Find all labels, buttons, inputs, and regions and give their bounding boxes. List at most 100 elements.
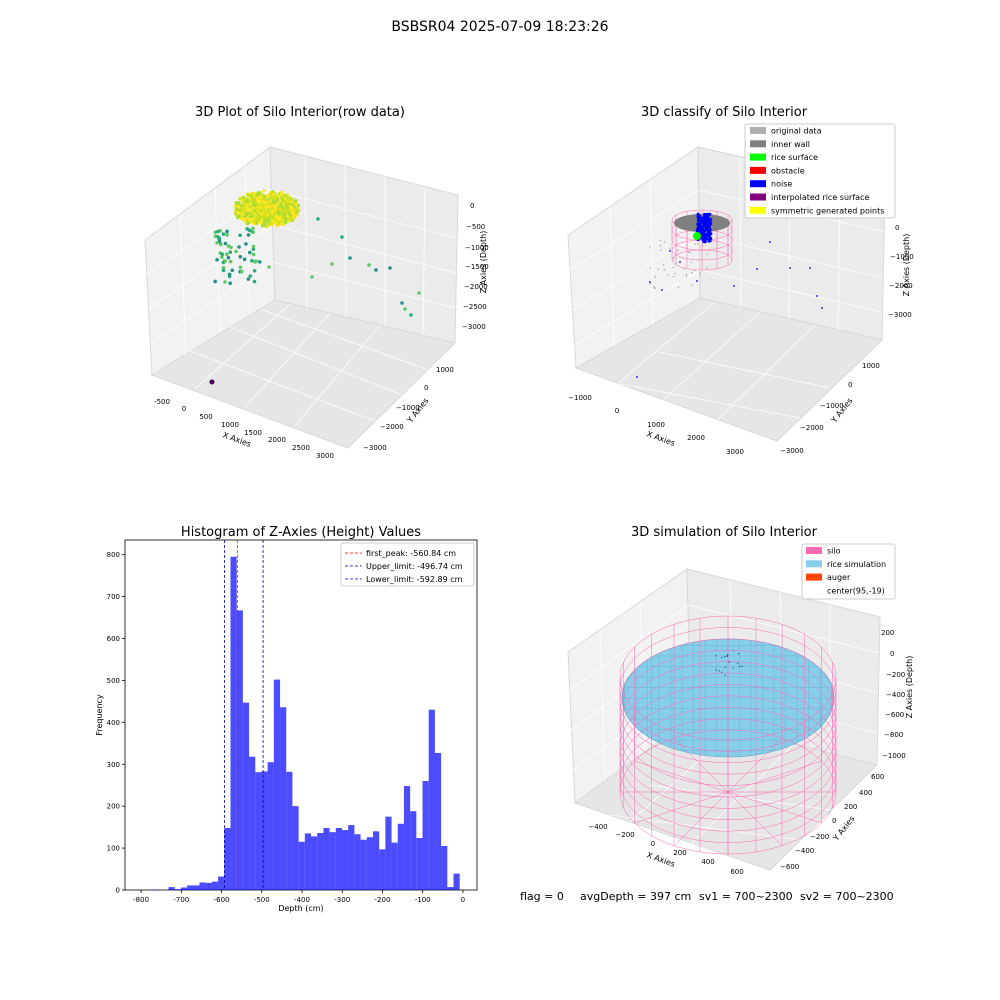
raw-point (261, 200, 266, 204)
raw-point (225, 232, 229, 237)
raw-point (288, 213, 292, 217)
svg-text:200: 200 (844, 803, 857, 811)
hist-bar (230, 556, 237, 890)
svg-text:400: 400 (859, 789, 872, 797)
raw-point (251, 244, 256, 249)
raw-point (348, 256, 352, 260)
raw-point (219, 242, 223, 247)
noise-point (702, 224, 705, 228)
legend-label: silo (827, 547, 841, 556)
classify-x-ticks: −1000 0 1000 2000 3000 (568, 394, 744, 456)
svg-text:600: 600 (871, 773, 884, 781)
legend-swatch (806, 573, 822, 581)
raw-point (209, 379, 215, 385)
classify-xlabel: X Axies (645, 429, 676, 448)
noise-point (703, 218, 706, 222)
raw-point (268, 211, 272, 215)
raw-point (270, 221, 274, 226)
svg-text:0: 0 (832, 817, 836, 825)
classify-y-ticks: 1000 0 −1000 −2000 −3000 (780, 362, 880, 455)
auger-point (726, 655, 728, 657)
hist-bar (348, 825, 355, 890)
noise-point (707, 232, 711, 236)
svg-text:−400: −400 (588, 823, 607, 831)
original-point (691, 284, 693, 287)
raw-point (244, 242, 248, 246)
svg-text:1000: 1000 (436, 366, 454, 374)
silo-floor-wire (673, 738, 729, 793)
auger-point (721, 656, 723, 658)
original-point (672, 257, 675, 259)
status-line: flag = 0 avgDepth = 397 cm sv1 = 700~230… (520, 890, 894, 903)
raw-point (213, 279, 217, 284)
svg-text:2500: 2500 (292, 444, 310, 452)
original-point (693, 269, 696, 272)
hist-y-tick-label: 400 (107, 719, 120, 727)
raw-point (284, 204, 288, 208)
noise-point (661, 289, 663, 291)
svg-text:2000: 2000 (268, 436, 286, 444)
raw-point (388, 266, 392, 270)
raw-point (240, 269, 244, 274)
raw-point (340, 235, 344, 239)
raw-point (367, 263, 371, 267)
sim-z-ticks: 200 0 −200 −400 −600 −800 −1000 (881, 629, 906, 760)
raw-point (275, 198, 280, 202)
raw-point (277, 215, 281, 219)
raw-point (252, 279, 257, 284)
legend-label: rice surface (771, 153, 818, 162)
legend-label: original data (771, 127, 822, 136)
status-sv1: sv1 = 700~2300 (699, 890, 793, 903)
raw-point (253, 196, 257, 200)
raw-point (316, 217, 320, 221)
raw-point (310, 275, 314, 279)
hist-y-tick-label: 200 (107, 803, 120, 811)
noise-point (733, 285, 735, 287)
svg-text:200: 200 (673, 849, 686, 857)
svg-text:−200: −200 (615, 831, 634, 839)
raw-point (244, 216, 248, 220)
raw-point (242, 198, 247, 203)
hist-y-tick-label: 0 (116, 887, 120, 895)
svg-text:−3000: −3000 (780, 447, 804, 455)
panel-histogram: Histogram of Z-Axies (Height) Values -80… (95, 525, 478, 913)
raw-point (216, 229, 220, 234)
raw-point (228, 281, 232, 286)
legend-swatch (806, 560, 822, 568)
silo-floor-wire (727, 760, 822, 793)
noise-point (704, 225, 708, 228)
raw-point (257, 260, 262, 264)
svg-text:−3000: −3000 (462, 323, 486, 331)
panel-raw-3d: 3D Plot of Silo Interior(row data) -500 … (144, 105, 489, 460)
hist-bar (205, 882, 212, 890)
raw-point (249, 214, 253, 218)
raw-point (221, 266, 226, 270)
raw-point (265, 220, 270, 224)
original-point (696, 243, 699, 245)
raw-point (278, 217, 282, 222)
noise-point (756, 268, 758, 270)
noise-point (789, 267, 791, 269)
raw-point (253, 219, 257, 223)
svg-text:0: 0 (182, 405, 186, 413)
raw-point (285, 198, 290, 202)
raw-point (228, 259, 233, 264)
original-point (706, 253, 709, 255)
raw-point (290, 197, 294, 202)
raw-point (228, 250, 233, 254)
raw-zlabel: Z Axies (Depth) (479, 231, 488, 294)
original-point (698, 271, 701, 273)
raw-point (400, 301, 404, 305)
classify-legend: original data inner wall rice surface obsta… (744, 123, 896, 219)
auger-point (737, 662, 739, 664)
raw-point (245, 192, 249, 196)
auger-point (724, 656, 726, 658)
raw-z-ticks: 0 −500 −1000 −1500 −2000 −2500 −3000 (462, 202, 489, 331)
raw-point (288, 202, 292, 206)
raw-point (273, 208, 278, 212)
hist-bar (292, 806, 299, 890)
noise-point (707, 217, 711, 221)
raw-point (257, 211, 261, 215)
raw-point (240, 204, 244, 208)
